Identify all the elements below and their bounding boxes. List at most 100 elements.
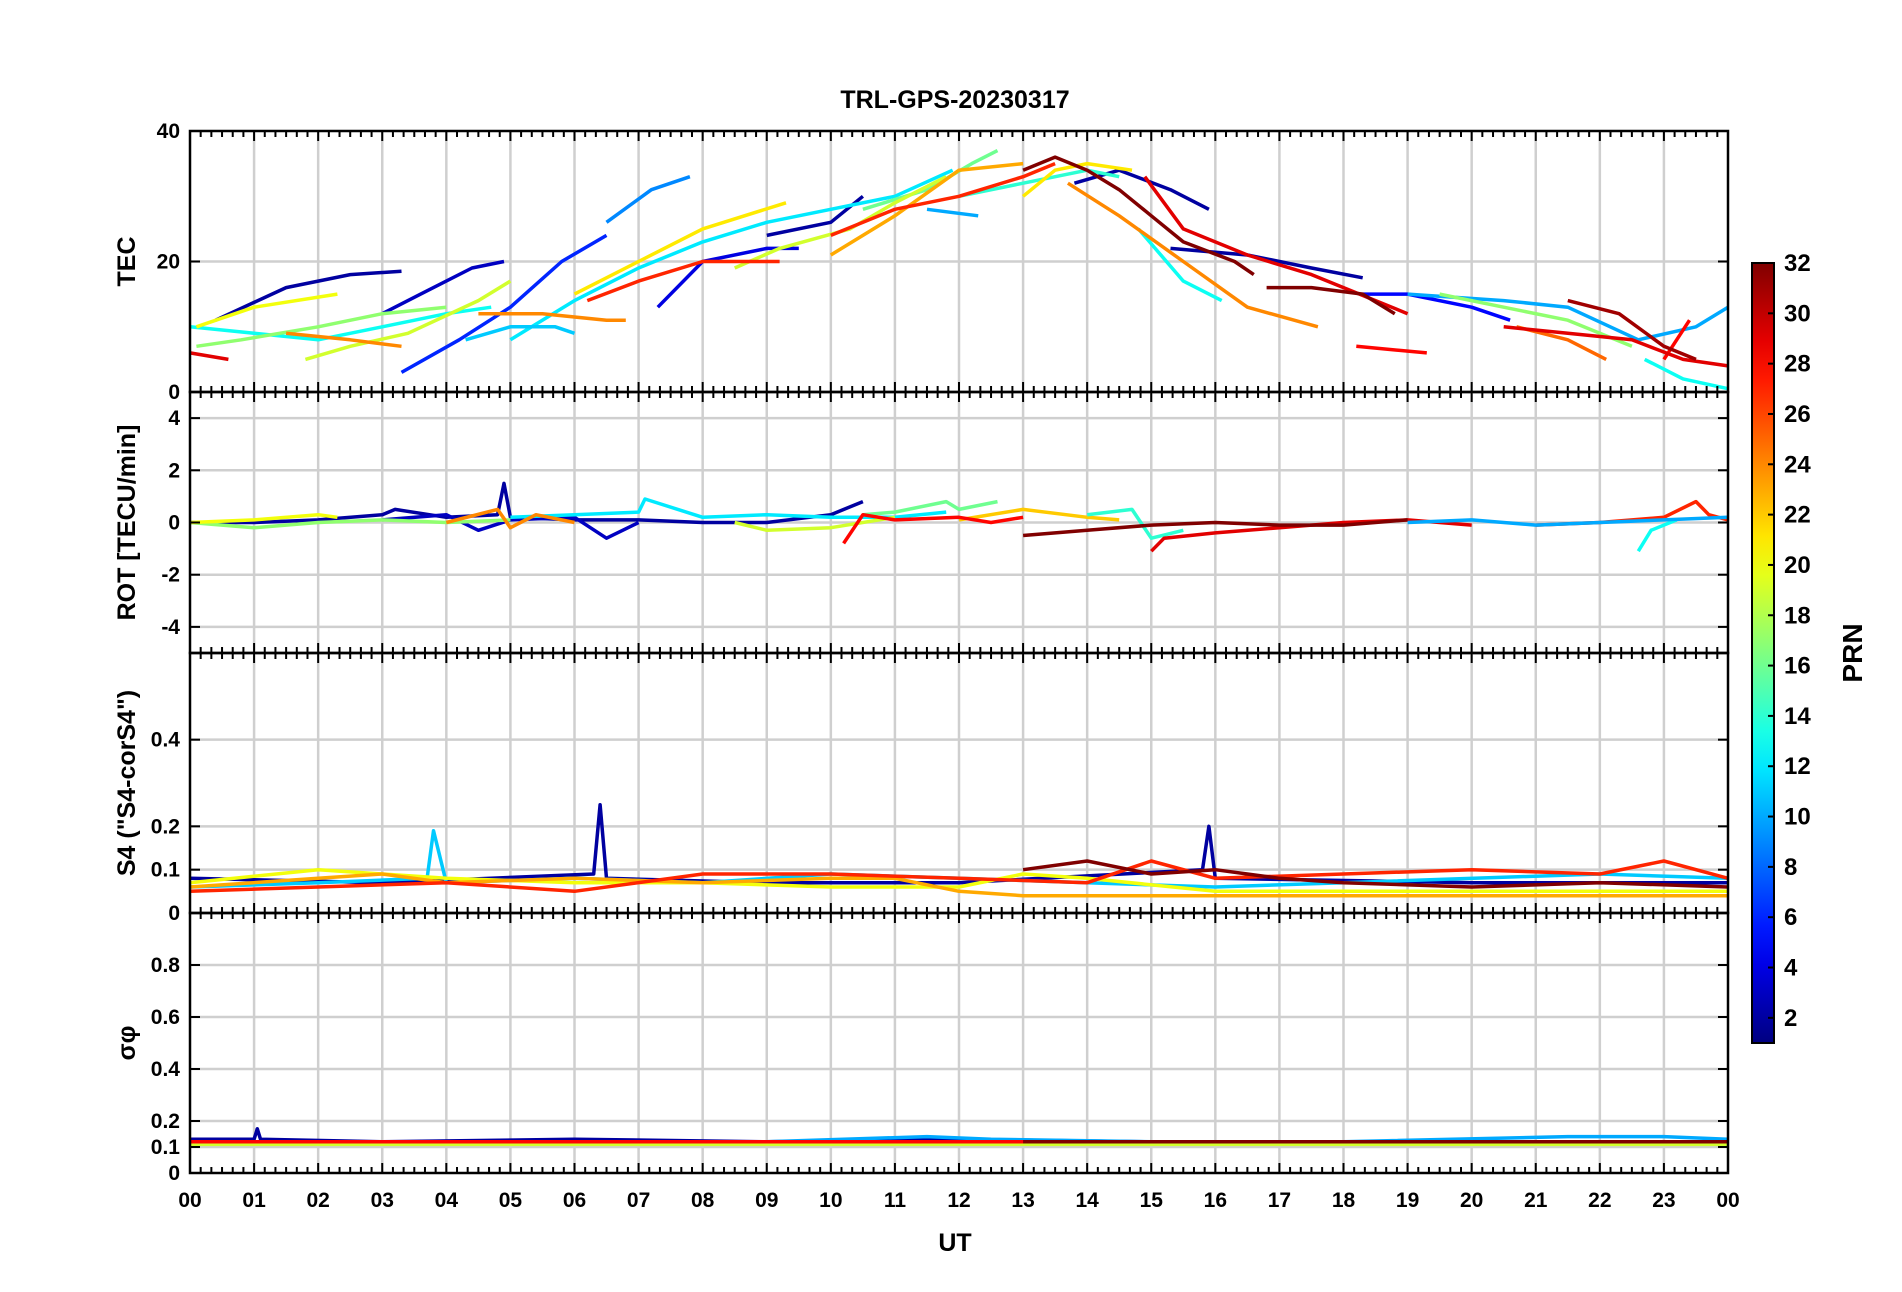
x-tick-label: 20 bbox=[1460, 1189, 1483, 1212]
y-tick-label: 0.1 bbox=[151, 1136, 181, 1159]
series-prn-32 bbox=[1266, 285, 1396, 316]
y-tick-label: 0.1 bbox=[151, 859, 181, 882]
y-axis-label: σφ bbox=[113, 1026, 141, 1061]
series-prn-29 bbox=[1503, 325, 1729, 368]
series-prn-28 bbox=[842, 512, 1024, 545]
y-tick-label: 0.2 bbox=[151, 815, 180, 838]
series-prn-11 bbox=[189, 828, 1729, 889]
tick-marks bbox=[189, 913, 1729, 1174]
x-tick-label: 05 bbox=[499, 1189, 523, 1212]
y-tick-label: 0.6 bbox=[151, 1006, 180, 1029]
series-prn-4 bbox=[656, 246, 799, 309]
series-prn-5 bbox=[1362, 292, 1511, 322]
series-prn-21 bbox=[1021, 161, 1133, 198]
x-tick-label: 11 bbox=[884, 1189, 907, 1212]
y-tick-label: -2 bbox=[161, 564, 180, 587]
series-prn-2 bbox=[214, 269, 402, 322]
colorbar-tick-label: 30 bbox=[1784, 300, 1811, 327]
y-tick-label: 4 bbox=[168, 407, 180, 430]
x-tick-label: 15 bbox=[1140, 1189, 1164, 1212]
y-axis-label: ROT [TECU/min] bbox=[113, 425, 141, 621]
series-prn-12 bbox=[509, 168, 954, 342]
x-tick-label: 01 bbox=[242, 1189, 266, 1212]
colorbar-tick-label: 2 bbox=[1784, 1005, 1797, 1032]
series-prn-10 bbox=[1407, 292, 1729, 342]
series-prn-24 bbox=[1066, 181, 1319, 329]
series-prn-16 bbox=[862, 499, 998, 517]
x-tick-label: 17 bbox=[1268, 1189, 1291, 1212]
colorbar-tick-label: 22 bbox=[1784, 502, 1811, 529]
series-prn-13 bbox=[1643, 357, 1729, 391]
series-prn-32 bbox=[1022, 518, 1408, 538]
y-tick-label: 2 bbox=[168, 459, 180, 482]
series-prn-14 bbox=[958, 168, 1120, 199]
x-tick-label: 09 bbox=[755, 1189, 778, 1212]
x-tick-label: 07 bbox=[627, 1189, 650, 1212]
series-prn-27 bbox=[189, 859, 1729, 894]
series-prn-20 bbox=[195, 292, 338, 329]
x-tick-label: 18 bbox=[1332, 1189, 1356, 1212]
series-prn-10 bbox=[1407, 515, 1729, 527]
colorbar-tick-label: 16 bbox=[1784, 653, 1811, 680]
y-tick-label: 0.4 bbox=[151, 729, 181, 752]
series-prn-17 bbox=[196, 305, 447, 349]
y-tick-label: -4 bbox=[161, 616, 180, 639]
series-prn-13 bbox=[1636, 518, 1678, 553]
colorbar-tick-label: 6 bbox=[1784, 904, 1797, 931]
y-tick-label: 0.8 bbox=[151, 954, 181, 977]
series-prn-10 bbox=[926, 207, 979, 218]
series-prn-14 bbox=[1086, 507, 1184, 540]
chart-title: TRL-GPS-20230317 bbox=[840, 86, 1069, 114]
series-prn-9 bbox=[605, 175, 691, 224]
y-tick-label: 20 bbox=[157, 251, 180, 274]
series-prn-19 bbox=[734, 515, 896, 533]
series-prn-17 bbox=[189, 518, 511, 530]
panel-rot: -4 -2 0 2 4 ROT [TECU/min] bbox=[113, 390, 1730, 655]
x-tick-label: 19 bbox=[1396, 1189, 1419, 1212]
colorbar-label: PRN bbox=[1837, 623, 1868, 682]
series-prn-23 bbox=[829, 161, 1024, 257]
panel-sigma_phi: 0 0.1 0.2 0.4 0.6 0.8 σφ bbox=[113, 911, 1730, 1185]
panel-tec: 0 20 40 TEC bbox=[113, 120, 1730, 404]
colorbar-tick-label: 10 bbox=[1784, 804, 1811, 831]
colorbar-tick-label: 28 bbox=[1784, 351, 1811, 378]
colorbar-tick-label: 24 bbox=[1784, 451, 1811, 478]
tick-marks bbox=[189, 130, 1729, 393]
y-tick-label: 0 bbox=[168, 512, 180, 535]
series-prn-29 bbox=[1143, 175, 1409, 316]
x-tick-label: 13 bbox=[1011, 1189, 1034, 1212]
colorbar-tick-label: 14 bbox=[1784, 703, 1811, 730]
series-prn-27 bbox=[586, 259, 780, 303]
series-prn-28 bbox=[1356, 344, 1427, 355]
colorbar-tick-label: 12 bbox=[1784, 753, 1811, 780]
series-prn-20 bbox=[189, 512, 338, 525]
series-prn-2 bbox=[189, 802, 1728, 885]
x-axis-label: UT bbox=[938, 1229, 971, 1257]
x-tick-label: 21 bbox=[1524, 1189, 1548, 1212]
colorbar-tick-label: 26 bbox=[1784, 401, 1811, 428]
series-prn-22 bbox=[958, 507, 1120, 522]
panel-s4: 0 0.1 0.2 0.4 S4 ("S4-corS4") bbox=[113, 651, 1730, 925]
colorbar-tick-label: 32 bbox=[1784, 250, 1811, 277]
x-tick-label: 23 bbox=[1652, 1189, 1675, 1212]
series-prn-17 bbox=[1439, 292, 1633, 348]
series-prn-24 bbox=[445, 507, 575, 530]
x-tick-label: 02 bbox=[306, 1189, 329, 1212]
x-tick-label: 04 bbox=[435, 1189, 459, 1212]
y-axis-label: S4 ("S4-corS4") bbox=[113, 690, 141, 876]
colorbar-tick-label: 18 bbox=[1784, 602, 1811, 629]
series-prn-32 bbox=[1022, 155, 1255, 277]
series-prn-2 bbox=[190, 481, 864, 525]
series-prn-29 bbox=[189, 351, 229, 362]
x-tick-label: 16 bbox=[1204, 1189, 1227, 1212]
x-tick-label: 10 bbox=[819, 1189, 842, 1212]
series-prn-32 bbox=[1022, 859, 1729, 889]
x-tick-label: 03 bbox=[371, 1189, 394, 1212]
series-prn-24 bbox=[285, 331, 402, 349]
y-axis-label: TEC bbox=[113, 237, 141, 287]
x-tick-label: 08 bbox=[691, 1189, 715, 1212]
x-tick-label: 14 bbox=[1075, 1189, 1099, 1212]
